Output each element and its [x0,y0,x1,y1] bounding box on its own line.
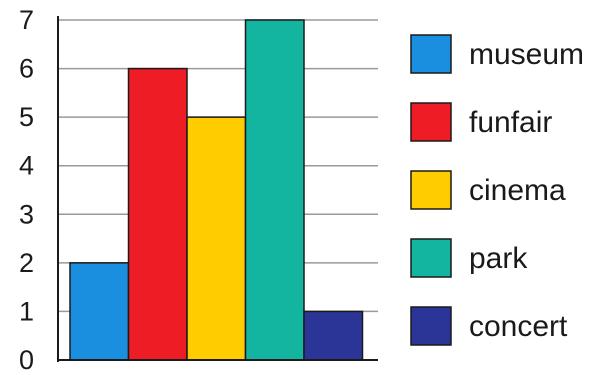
bar-museum [69,262,130,361]
legend-label-park: park [469,242,528,275]
bar-park [244,19,305,361]
legend-swatch-park [410,238,452,278]
y-tick-label-7: 7 [19,5,34,35]
legend-label-cinema: cinema [469,174,566,207]
legend: museum funfair cinema park concert [410,34,584,346]
y-tick-label-5: 5 [19,102,34,132]
legend-label-museum: museum [469,38,584,71]
legend-swatch-museum [410,34,452,74]
legend-label-concert: concert [469,310,568,343]
bars [69,19,364,361]
y-tick-label-3: 3 [19,199,34,229]
y-tick-label-1: 1 [19,296,34,326]
legend-swatch-cinema [410,170,452,210]
y-tick-label-2: 2 [19,248,34,278]
y-axis-ticks: 0 1 2 3 4 5 6 7 [19,5,34,375]
bar-funfair [127,67,188,361]
legend-label-funfair: funfair [469,106,552,139]
bar-concert [303,310,364,361]
legend-swatch-funfair [410,102,452,142]
y-tick-label-0: 0 [19,345,34,375]
bar-cinema [186,116,247,361]
y-tick-label-6: 6 [19,54,34,84]
y-tick-label-4: 4 [19,151,34,181]
legend-swatch-concert [410,306,452,346]
